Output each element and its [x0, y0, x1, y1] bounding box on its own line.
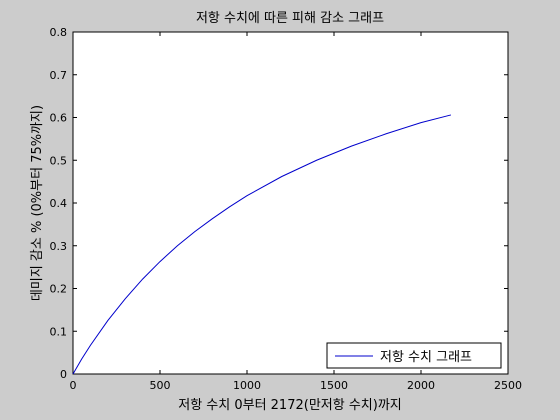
y-tick-label: 0.5 [50, 154, 68, 167]
x-tick-label: 2000 [407, 379, 435, 392]
x-tick-label: 500 [150, 379, 171, 392]
axes: 0 500 1000 1500 2000 2500 0 0.1 0.2 0.3 0.4 0.5 0.6 0… [50, 26, 523, 392]
x-tick-label: 1500 [320, 379, 348, 392]
series-line [72, 114, 452, 375]
y-tick-label: 0.8 [50, 26, 68, 39]
x-tick-label: 2500 [494, 379, 522, 392]
y-tick-label: 0.1 [50, 325, 68, 338]
x-axis-title: 저항 수치 0부터 2172(만저항 수치)까지 [178, 398, 402, 413]
y-tick-label: 0.4 [50, 197, 68, 210]
chart-title: 저항 수치에 따른 피해 감소 그래프 [196, 11, 384, 26]
legend-label: 저항 수치 그래프 [380, 350, 472, 365]
y-tick-label: 0.3 [50, 240, 68, 253]
y-tick-label: 0.7 [50, 69, 68, 82]
plot-area [72, 31, 509, 375]
y-axis-title: 데미지 감소 % (0%부터 75%까지) [30, 105, 45, 301]
x-tick-label: 0 [70, 379, 77, 392]
y-tick-label: 0.2 [50, 283, 68, 296]
y-tick-label: 0.6 [50, 112, 68, 125]
y-tick-label: 0 [60, 368, 67, 381]
legend: 저항 수치 그래프 [326, 342, 502, 369]
x-tick-label: 1000 [233, 379, 261, 392]
